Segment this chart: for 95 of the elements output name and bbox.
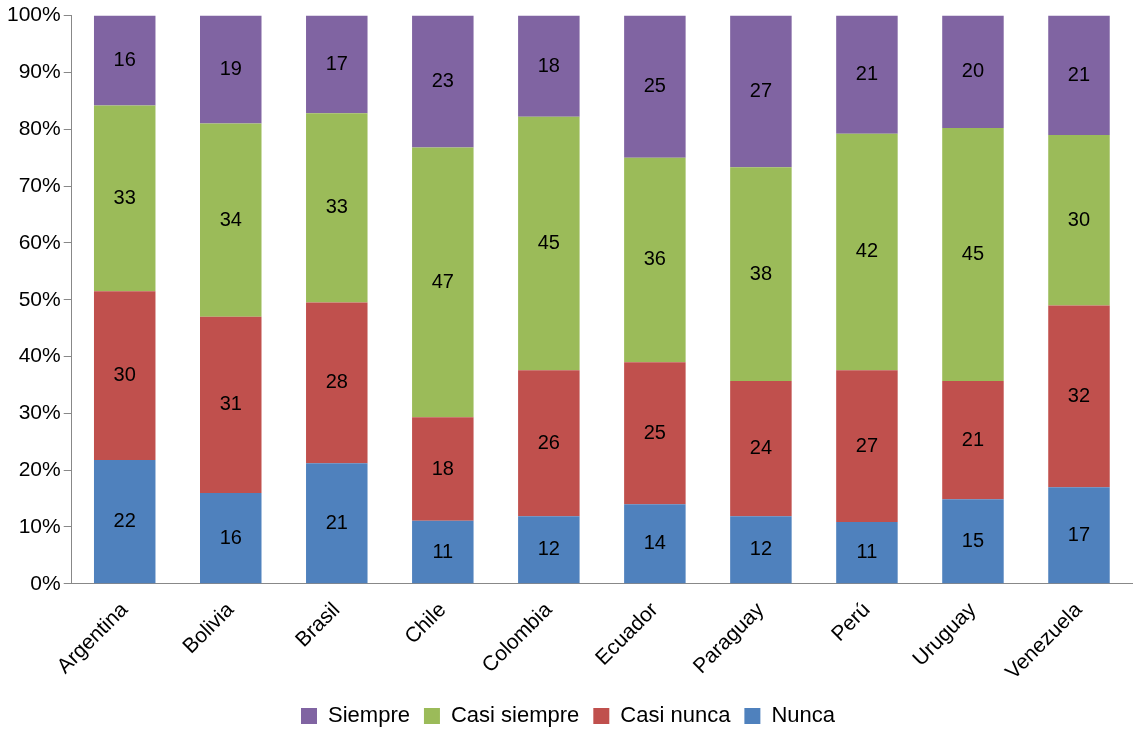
- legend-label: Casi siempre: [450, 702, 580, 728]
- data-label: 17: [1067, 522, 1091, 545]
- data-label: 30: [1067, 207, 1091, 230]
- data-label: 11: [432, 539, 454, 562]
- bar: [942, 499, 1004, 584]
- data-label: 12: [749, 537, 773, 560]
- y-tick-label: 0%: [30, 570, 61, 594]
- y-tick-label: 50%: [18, 286, 61, 310]
- data-label: 25: [643, 420, 666, 443]
- y-tick-label: 20%: [18, 456, 61, 480]
- data-label: 20: [961, 59, 985, 82]
- bar: [730, 167, 792, 381]
- bar: [836, 521, 898, 584]
- data-label: 11: [856, 540, 878, 563]
- y-tick-label: 100%: [6, 2, 61, 26]
- legend-label: Siempre: [328, 702, 410, 728]
- data-label: 23: [431, 69, 454, 92]
- bar: [412, 147, 474, 418]
- bar: [730, 516, 792, 584]
- data-label: 21: [855, 62, 879, 85]
- y-tick-label: 60%: [18, 229, 61, 253]
- y-tick-label: 10%: [18, 513, 61, 537]
- bar: [93, 15, 156, 106]
- legend-label: Casi nunca: [620, 702, 732, 728]
- bar: [518, 516, 580, 584]
- bar: [624, 362, 686, 505]
- bar: [518, 116, 580, 371]
- bar: [200, 316, 262, 493]
- bar: [306, 302, 368, 464]
- bar: [93, 459, 156, 584]
- bar: [306, 15, 368, 114]
- bar: [412, 15, 474, 148]
- bar: [306, 113, 368, 303]
- data-label: 25: [643, 74, 666, 97]
- bar: [93, 291, 156, 460]
- data-label: 16: [113, 48, 136, 71]
- data-label: 27: [749, 78, 773, 101]
- data-label: 31: [219, 392, 242, 415]
- data-label: 33: [113, 185, 136, 208]
- data-label: 19: [219, 57, 242, 80]
- y-tick-label: 30%: [18, 400, 61, 424]
- bar: [1048, 15, 1110, 135]
- data-label: 45: [537, 230, 560, 253]
- data-label: 14: [643, 531, 666, 554]
- bar: [836, 133, 898, 371]
- y-tick-label: 40%: [18, 343, 61, 367]
- y-tick-label: 80%: [18, 116, 61, 140]
- y-tick-label: 90%: [18, 59, 61, 83]
- data-label: 18: [431, 456, 454, 479]
- data-label: 33: [325, 195, 348, 218]
- bar: [1048, 134, 1110, 306]
- bar: [306, 463, 368, 584]
- bar: [942, 380, 1004, 500]
- bar: [412, 520, 474, 584]
- data-label: 16: [219, 525, 242, 548]
- data-label: 45: [961, 242, 985, 265]
- data-label: 21: [1067, 62, 1091, 85]
- bar: [942, 128, 1004, 381]
- bar: [200, 15, 262, 124]
- bar: [518, 370, 580, 517]
- data-label: 36: [643, 247, 666, 270]
- bar: [200, 492, 262, 584]
- legend-label: Nunca: [771, 702, 836, 728]
- data-label: 42: [855, 239, 879, 262]
- data-label: 27: [855, 433, 879, 456]
- data-label: 15: [961, 528, 985, 551]
- bar: [730, 380, 792, 517]
- bar: [1048, 305, 1110, 488]
- data-label: 38: [749, 261, 773, 284]
- data-label: 12: [537, 537, 560, 560]
- bar: [1048, 487, 1110, 584]
- bar: [93, 105, 156, 292]
- data-label: 22: [113, 509, 136, 532]
- bar: [624, 15, 686, 158]
- y-tick-label: 70%: [18, 172, 61, 196]
- bar: [518, 15, 580, 117]
- data-label: 17: [325, 51, 348, 74]
- bar: [836, 15, 898, 134]
- data-label: 30: [113, 363, 136, 386]
- data-label: 32: [1067, 383, 1091, 406]
- data-label: 47: [431, 269, 454, 292]
- bar: [730, 15, 792, 168]
- bar: [624, 157, 686, 363]
- bar: [200, 123, 262, 317]
- data-label: 34: [219, 207, 242, 230]
- bar: [412, 417, 474, 521]
- bar: [624, 504, 686, 584]
- data-label: 26: [537, 430, 560, 453]
- data-label: 21: [325, 510, 348, 533]
- bar: [942, 15, 1004, 129]
- data-label: 21: [961, 427, 985, 450]
- data-label: 24: [749, 436, 773, 459]
- data-label: 28: [325, 370, 348, 393]
- data-label: 18: [537, 53, 560, 76]
- bar: [836, 370, 898, 522]
